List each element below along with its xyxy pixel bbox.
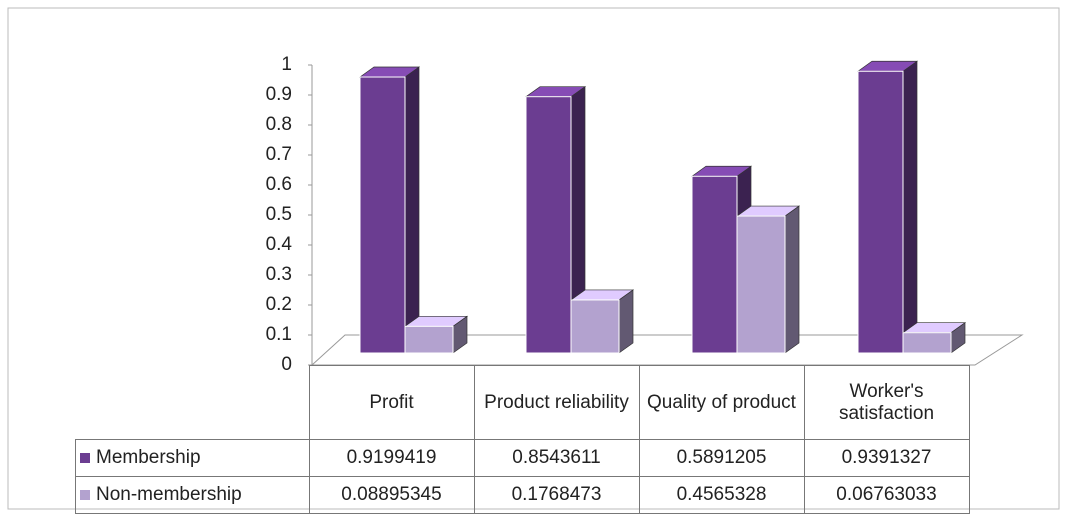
value-cell: 0.06763033: [803, 476, 970, 514]
bar: [735, 205, 801, 354]
y-tick-label: 0.7: [266, 144, 292, 165]
category-label: Product reliability: [473, 365, 640, 440]
bar-front: [691, 175, 738, 354]
bar: [403, 315, 469, 354]
table-row: Membership 0.9199419 0.8543611 0.5891205 0.9…: [75, 439, 970, 477]
bar-front: [736, 215, 786, 354]
bar-side: [902, 60, 918, 354]
bar: [901, 322, 967, 354]
y-tick-label: 0.8: [266, 114, 292, 135]
bar: [358, 66, 421, 354]
y-tick-label: 0.4: [266, 234, 293, 255]
y-tick-label: 0.3: [266, 264, 292, 285]
bar-front: [525, 96, 572, 354]
bar: [569, 289, 635, 354]
bar: [856, 60, 919, 354]
value-cell: 0.9199419: [308, 439, 475, 477]
category-label: Worker's satisfaction: [803, 365, 970, 440]
y-tick-label: 0.9: [266, 84, 292, 105]
bar-front: [570, 299, 620, 354]
y-tick-label: 0.1: [266, 324, 292, 345]
y-tick-label: 0.2: [266, 294, 292, 315]
value-cell: 0.4565328: [638, 476, 805, 514]
legend-swatch: [80, 489, 90, 500]
y-tick-label: 0: [281, 354, 292, 375]
y-tick-label: 1: [281, 54, 292, 75]
y-tick-label: 0.6: [266, 174, 292, 195]
table-row: Non-membership 0.08895345 0.1768473 0.45653…: [75, 476, 970, 514]
legend-label: Non-membership: [96, 484, 242, 505]
bar-front: [857, 70, 904, 354]
value-cell: 0.08895345: [308, 476, 475, 514]
value-cell: 0.9391327: [803, 439, 970, 477]
legend-swatch: [80, 452, 90, 463]
bar-side: [784, 205, 800, 354]
y-tick-label: 0.5: [266, 204, 292, 225]
legend-label: Membership: [96, 447, 201, 468]
value-cell: 0.8543611: [473, 439, 640, 477]
bar-front: [359, 76, 406, 354]
bar-front: [902, 332, 952, 354]
corner: [75, 365, 310, 440]
legend-cell: Non-membership: [75, 476, 310, 514]
value-cell: 0.1768473: [473, 476, 640, 514]
bar: [524, 86, 587, 354]
value-cell: 0.5891205: [638, 439, 805, 477]
category-label: Profit: [308, 365, 475, 440]
bar-side: [404, 66, 420, 354]
bar-side: [618, 289, 634, 354]
legend-cell: Membership: [75, 439, 310, 477]
data-table: Profit Product reliability Quality of prod…: [75, 365, 970, 514]
bar-front: [404, 325, 454, 354]
category-label: Quality of product: [638, 365, 805, 440]
